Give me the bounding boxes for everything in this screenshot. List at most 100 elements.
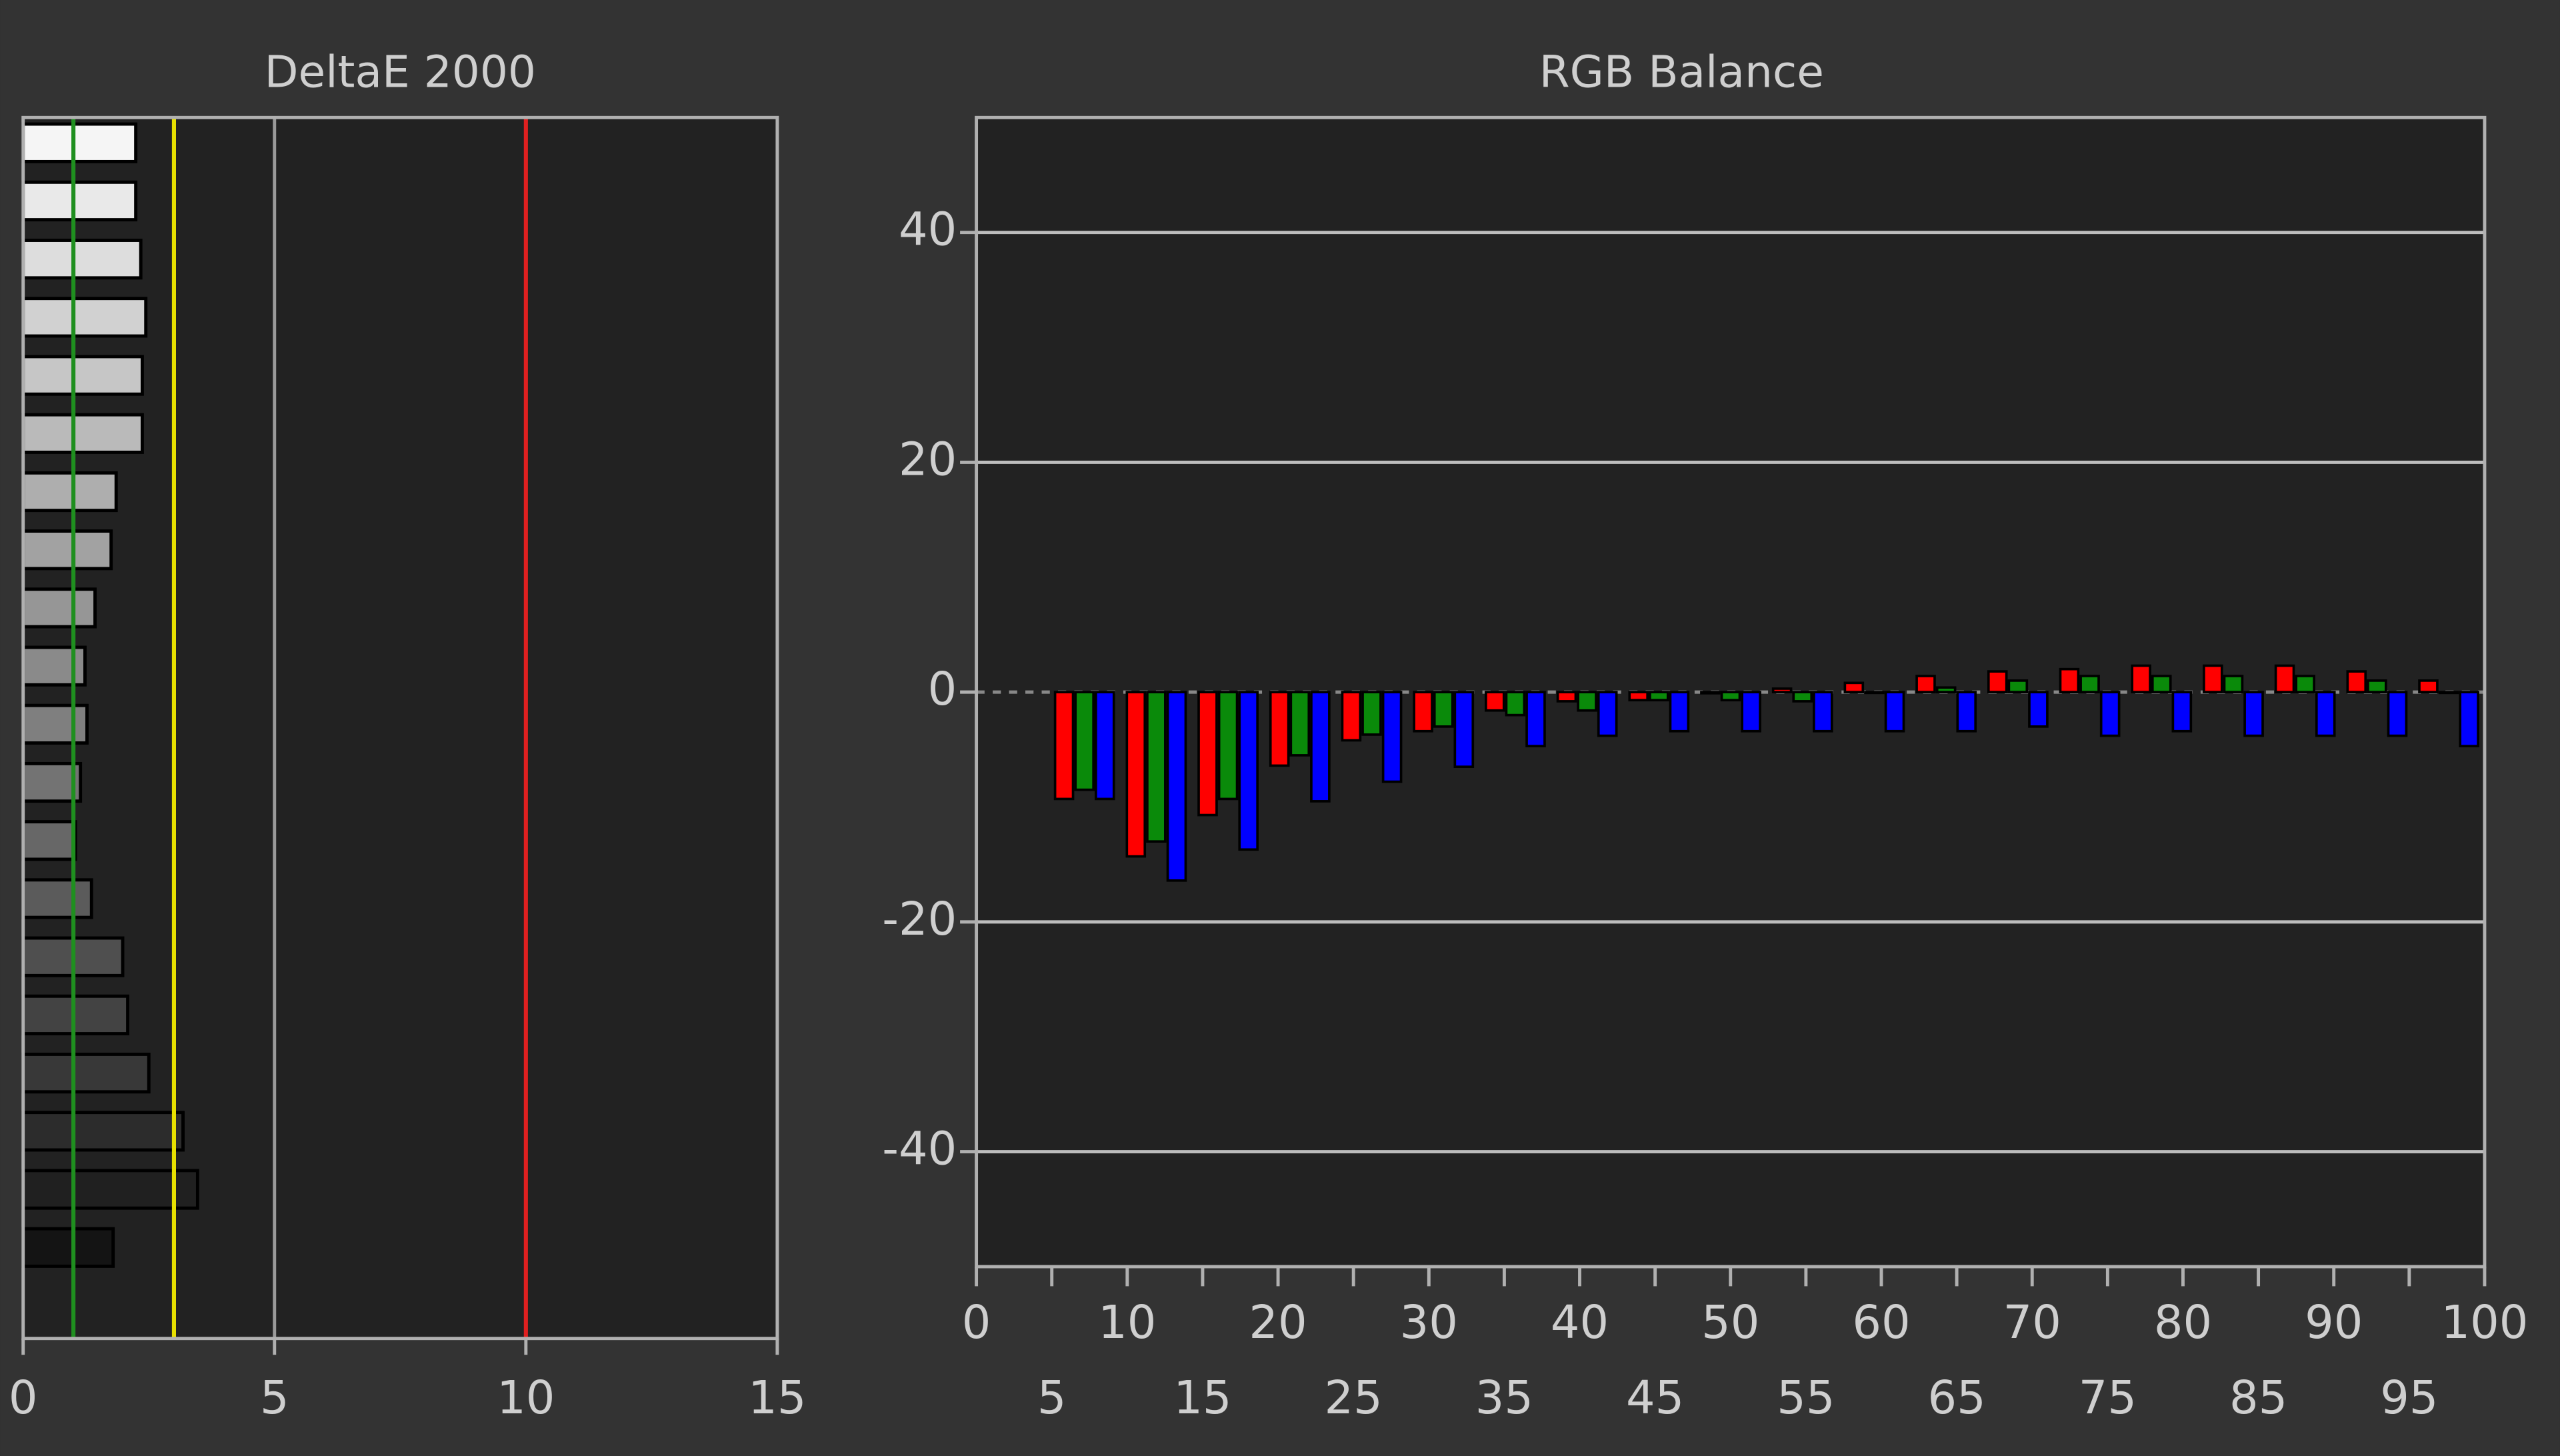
bar — [1125, 691, 1147, 858]
bar — [2151, 675, 2172, 693]
bar — [1987, 670, 2008, 693]
bar — [1556, 691, 1577, 703]
bar — [21, 1111, 185, 1152]
bar — [1053, 691, 1075, 801]
bar — [1792, 691, 1813, 703]
bar — [1197, 691, 1218, 817]
chart-title: RGB Balance — [1539, 47, 1824, 98]
bar — [1361, 691, 1382, 736]
x-tick-label: 75 — [2079, 1371, 2137, 1425]
x-tick-label: 5 — [260, 1371, 289, 1425]
x-tick-label: 60 — [1852, 1296, 1910, 1349]
bar — [1843, 681, 1865, 693]
x-tick-label: 65 — [1928, 1371, 1986, 1425]
bar — [21, 587, 97, 629]
bar — [1956, 691, 1977, 733]
bar — [1413, 691, 1433, 733]
x-tick-label: 100 — [2441, 1296, 2529, 1349]
bar — [2028, 691, 2049, 728]
bar — [1485, 691, 1505, 712]
bar — [21, 122, 138, 163]
bar — [1341, 691, 1362, 742]
bar — [1864, 691, 1885, 695]
x-tick-label: 70 — [2003, 1296, 2061, 1349]
bar — [2223, 675, 2244, 693]
bar — [1813, 691, 1833, 733]
x-tick-label: 40 — [1551, 1296, 1609, 1349]
bar — [1525, 691, 1546, 747]
bar — [2171, 691, 2193, 733]
x-tick-label: 50 — [1701, 1296, 1759, 1349]
bar — [2418, 679, 2439, 693]
bar — [21, 297, 148, 338]
bar — [1741, 691, 1761, 733]
x-tick-label: 10 — [1098, 1296, 1156, 1349]
bar — [1453, 691, 1475, 769]
y-tick-label: 20 — [899, 433, 957, 486]
bar — [2315, 691, 2336, 737]
bar — [1238, 691, 1259, 851]
bar — [1884, 691, 1905, 733]
bar — [21, 703, 89, 745]
bar — [1720, 691, 1741, 702]
bar — [1310, 691, 1331, 803]
x-tick-label: 30 — [1400, 1296, 1458, 1349]
bar — [21, 355, 144, 396]
bar — [1915, 675, 1936, 693]
bar — [1649, 691, 1669, 702]
bar — [2079, 675, 2100, 693]
bar — [21, 239, 143, 280]
x-tick-label: 35 — [1475, 1371, 1533, 1425]
bar — [2367, 679, 2387, 693]
bar — [2243, 691, 2264, 737]
bar — [1146, 691, 1167, 843]
bar — [1217, 691, 1239, 801]
bar — [2438, 691, 2459, 695]
bar — [2295, 675, 2315, 693]
y-tick-label: -20 — [882, 893, 957, 946]
bar — [2459, 691, 2479, 747]
bar — [21, 1169, 199, 1210]
bar — [2274, 664, 2295, 693]
bar — [1289, 691, 1311, 757]
bar — [21, 1053, 151, 1094]
y-tick-label: 40 — [899, 203, 957, 257]
bar — [21, 180, 138, 222]
charts: 0 5 10 15-40-200204005101520253035404550556… — [9, 117, 2528, 1425]
bar — [2059, 667, 2080, 693]
bar — [21, 820, 77, 861]
bar — [1269, 691, 1290, 767]
bar — [2099, 691, 2121, 737]
x-tick-label: 80 — [2154, 1296, 2212, 1349]
bar — [1577, 691, 1597, 712]
bar — [1094, 691, 1115, 801]
bar — [1669, 691, 1690, 733]
bar — [1771, 687, 1793, 693]
x-tick-label: 25 — [1325, 1371, 1383, 1425]
bar — [1628, 691, 1649, 702]
bar — [2387, 691, 2408, 737]
bar — [1597, 691, 1618, 737]
x-tick-label: 15 — [1173, 1371, 1231, 1425]
chart-title: DeltaE 2000 — [265, 47, 536, 98]
x-tick-label: 10 — [497, 1371, 555, 1425]
x-tick-label: 95 — [2380, 1371, 2438, 1425]
x-tick-label: 5 — [1037, 1371, 1067, 1425]
bar — [2203, 664, 2223, 693]
bar — [21, 413, 144, 454]
plot-frame — [21, 115, 779, 1341]
x-tick-label: 0 — [962, 1296, 991, 1349]
x-tick-label: 15 — [748, 1371, 806, 1425]
bar — [1700, 691, 1721, 695]
bar — [2131, 664, 2151, 693]
bar — [2007, 679, 2029, 693]
plot-frame — [975, 115, 2487, 1269]
y-tick-label: 0 — [928, 663, 957, 716]
bar — [1935, 686, 1957, 693]
x-tick-label: 45 — [1626, 1371, 1684, 1425]
y-tick-label: -40 — [882, 1123, 957, 1176]
x-tick-label: 20 — [1249, 1296, 1307, 1349]
x-tick-label: 55 — [1777, 1371, 1835, 1425]
